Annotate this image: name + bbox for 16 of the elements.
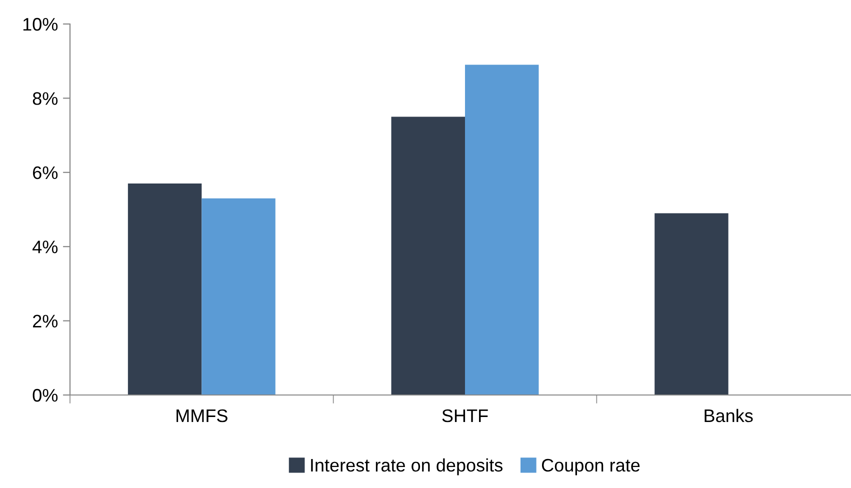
bar [202, 198, 276, 395]
x-tick-label: MMFS [176, 409, 228, 422]
y-tick-label: 0% [32, 388, 58, 402]
legend-label: Coupon rate [542, 458, 640, 476]
y-tick-label: 4% [32, 240, 58, 254]
y-tick-label: 2% [33, 314, 58, 328]
bar [465, 64, 539, 395]
bar [128, 184, 202, 395]
x-tick-label: Banks [704, 408, 753, 422]
bar [654, 213, 728, 395]
y-tick-label: 6% [33, 166, 58, 180]
bar [391, 116, 465, 395]
x-tick-label: SHTF [442, 409, 488, 422]
y-tick-label: 10% [23, 18, 58, 31]
y-tick-label: 8% [32, 92, 58, 105]
legend-label: Interest rate on deposits [311, 458, 502, 476]
